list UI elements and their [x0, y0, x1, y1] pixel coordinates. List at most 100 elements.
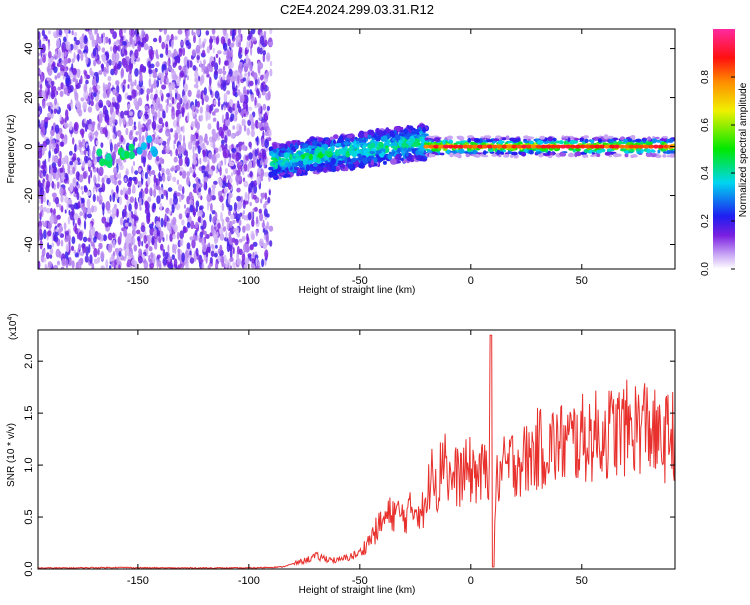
heatmap-cell	[110, 68, 115, 76]
heatmap-cell	[362, 144, 366, 150]
heatmap-cell	[109, 194, 112, 202]
heatmap-cell	[215, 53, 219, 59]
heatmap-cell	[65, 235, 68, 242]
heatmap-cell	[231, 147, 237, 154]
heatmap-cell	[109, 142, 113, 153]
heatmap-cell	[213, 133, 219, 142]
heatmap-cell	[50, 128, 55, 137]
heatmap-cell	[244, 110, 249, 115]
heatmap-cell	[78, 141, 84, 148]
heatmap-cell	[176, 192, 181, 197]
heatmap-cell	[182, 47, 186, 56]
heatmap-cell	[101, 63, 104, 72]
heatmap-cell	[240, 195, 243, 203]
heatmap-cell	[100, 250, 105, 261]
heatmap-cell	[165, 103, 169, 114]
heatmap-cell	[59, 186, 64, 197]
heatmap-cell	[509, 137, 516, 142]
heatmap-cell	[226, 73, 231, 84]
heatmap-cell	[367, 129, 374, 136]
heatmap-cell	[82, 160, 86, 167]
heatmap-cell	[482, 150, 487, 155]
heatmap-cell	[153, 241, 158, 250]
snr-y-multiplier: (x104)	[7, 313, 19, 340]
heatmap-cell	[475, 152, 482, 155]
heatmap-cell	[151, 170, 156, 175]
heatmap-cell	[96, 148, 103, 157]
heatmap-cell	[240, 33, 243, 43]
heatmap-cell	[369, 150, 376, 155]
heatmap-cell	[401, 143, 409, 149]
heatmap-cell	[81, 197, 85, 204]
heatmap-cell	[87, 145, 90, 152]
heatmap-cell	[367, 143, 373, 149]
heatmap-cell	[144, 207, 150, 215]
heatmap-cell	[71, 58, 75, 64]
heatmap-cell	[418, 150, 424, 156]
heatmap-cell	[83, 220, 87, 230]
heatmap-cell	[496, 149, 501, 155]
heatmap-cell	[230, 213, 235, 220]
heatmap-cell	[177, 29, 183, 35]
heatmap-cell	[272, 143, 278, 150]
heatmap-cell	[171, 39, 174, 49]
heatmap-cell	[66, 230, 69, 237]
heatmap-cell	[249, 89, 253, 95]
heatmap-cell	[99, 199, 103, 205]
heatmap-cell	[555, 140, 560, 144]
heatmap-cell	[324, 140, 329, 145]
heatmap-cell	[47, 230, 52, 237]
heatmap-cell	[146, 215, 151, 225]
heatmap-cell	[194, 98, 198, 108]
heatmap-cell	[177, 251, 181, 261]
heatmap-cell	[283, 173, 291, 178]
heatmap-cell	[60, 239, 64, 247]
heatmap-cell	[250, 262, 255, 269]
heatmap-cell	[152, 71, 158, 79]
heatmap-cell	[269, 240, 273, 247]
heatmap-cell	[91, 37, 95, 48]
heatmap-cell	[86, 213, 92, 219]
heatmap-cell	[82, 171, 87, 180]
heatmap-cell	[185, 266, 190, 269]
heatmap-cell	[97, 36, 103, 44]
heatmap-cell	[219, 180, 223, 188]
heatmap-cell	[77, 183, 81, 189]
heatmap-cell	[208, 152, 213, 160]
heatmap-cell	[193, 35, 196, 44]
heatmap-cell	[63, 139, 68, 145]
heatmap-cell	[214, 237, 217, 245]
heatmap-cell	[153, 188, 157, 198]
heatmap-cell	[86, 97, 90, 105]
heatmap-cell	[113, 204, 117, 209]
heatmap-cell	[333, 134, 339, 140]
heatmap-cell	[176, 179, 180, 185]
heatmap-cell	[106, 67, 109, 74]
heatmap-cell	[191, 29, 194, 36]
heatmap-cell	[306, 160, 314, 164]
heatmap-cell	[46, 207, 51, 214]
heatmap-cell	[83, 185, 88, 190]
heatmap-cell	[205, 164, 210, 173]
heatmap-cell	[183, 134, 185, 144]
heatmap-cell	[45, 220, 48, 226]
heatmap-cell	[54, 196, 60, 205]
heatmap-cell	[49, 215, 55, 225]
heatmap-cell	[407, 125, 414, 130]
heatmap-cell	[258, 208, 262, 214]
heatmap-cell	[255, 216, 259, 225]
heatmap-cell	[149, 63, 155, 69]
heatmap-cell	[264, 159, 268, 165]
heatmap-cell	[186, 221, 191, 229]
heatmap-cell	[143, 234, 147, 244]
heatmap-cell	[113, 65, 117, 71]
heatmap-cell	[232, 247, 235, 255]
heatmap-cell	[61, 44, 65, 53]
heatmap-cell	[360, 161, 364, 167]
heatmap-cell	[109, 216, 113, 225]
heatmap-cell	[195, 200, 200, 208]
heatmap-cell	[162, 248, 166, 258]
heatmap-cell	[214, 62, 219, 72]
heatmap-cell	[178, 146, 182, 157]
